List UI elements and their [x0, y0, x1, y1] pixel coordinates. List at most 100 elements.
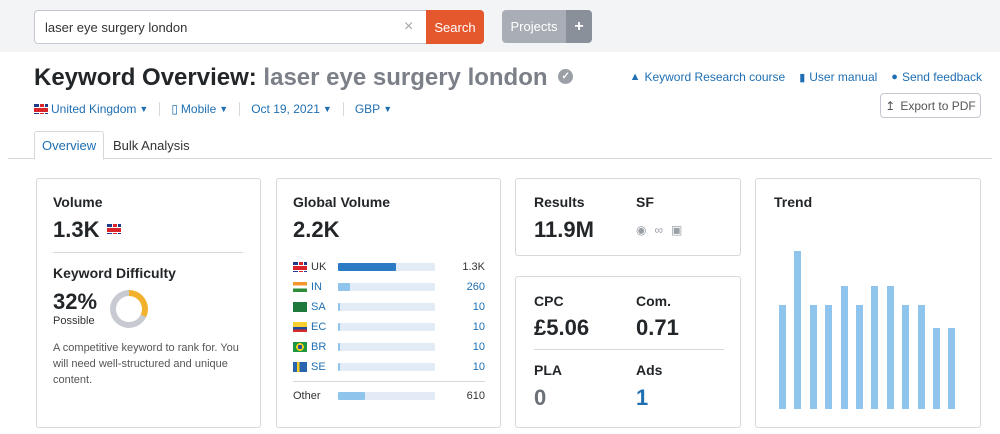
india-flag-icon — [293, 282, 307, 292]
volume-bar-fill — [338, 283, 350, 291]
volume-bar — [338, 343, 435, 351]
country-code[interactable]: IN — [311, 281, 322, 293]
country-code[interactable]: SE — [311, 361, 326, 373]
tab-bulk-analysis[interactable]: Bulk Analysis — [113, 137, 190, 153]
faq-icon[interactable]: ▣ — [671, 223, 683, 237]
keyword-research-course-link[interactable]: ▲ Keyword Research course — [630, 70, 786, 84]
country-volume[interactable]: 10 — [472, 341, 485, 353]
volume-bar — [338, 263, 435, 271]
ads-title: Ads — [636, 362, 663, 378]
country-volume[interactable]: 10 — [472, 301, 485, 313]
pla-value: 0 — [534, 385, 547, 410]
trend-bar — [856, 305, 863, 409]
cpc-title: CPC — [534, 293, 564, 309]
divider — [53, 252, 243, 253]
top-bar: × Search Projects + — [0, 0, 1000, 52]
country-code[interactable]: SA — [311, 301, 326, 313]
country-row-br[interactable]: BR 10 — [293, 340, 485, 354]
country-code: UK — [311, 261, 327, 273]
country-row-ec[interactable]: EC 10 — [293, 320, 485, 334]
export-icon: ↥ — [885, 98, 896, 113]
brazil-flag-icon — [293, 342, 307, 352]
country-row-sa[interactable]: SA 10 — [293, 300, 485, 314]
kd-desc-line: will need well-structured and unique — [53, 358, 228, 370]
global-volume-title: Global Volume — [293, 194, 390, 210]
ads-value[interactable]: 1 — [636, 385, 649, 410]
device-label[interactable]: Mobile — [180, 102, 217, 116]
header-links: ▲ Keyword Research course ▮ User manual … — [630, 70, 982, 84]
graduation-cap-icon: ▲ — [629, 71, 641, 83]
kd-desc-line: content. — [53, 374, 93, 386]
date-filter[interactable]: Oct 19, 2021 ▼ — [239, 102, 343, 116]
country-row-se[interactable]: SE 10 — [293, 360, 485, 374]
country-code[interactable]: BR — [311, 341, 327, 353]
tab-overview[interactable]: Overview — [34, 131, 105, 160]
volume-bar — [338, 303, 435, 311]
results-card: Results 11.9M SF ◉ ∞ ▣ — [515, 178, 741, 256]
sweden-flag-icon — [293, 362, 307, 372]
currency-filter[interactable]: GBP ▼ — [342, 102, 403, 116]
chevron-down-icon[interactable]: ▼ — [219, 104, 229, 114]
country-code[interactable]: EC — [311, 321, 327, 333]
other-volume: 610 — [466, 390, 485, 402]
add-project-button[interactable]: + — [566, 10, 592, 43]
cpc-value: £5.06 — [534, 315, 590, 340]
volume-value: 1.3K — [53, 217, 100, 242]
volume-bar-fill — [338, 323, 340, 331]
search-input[interactable] — [34, 10, 426, 44]
search-button[interactable]: Search — [426, 10, 484, 44]
uk-flag-icon — [34, 104, 48, 114]
chevron-down-icon[interactable]: ▼ — [383, 104, 393, 114]
chevron-down-icon[interactable]: ▼ — [322, 104, 332, 114]
projects-button[interactable]: Projects + — [502, 10, 592, 43]
currency-label[interactable]: GBP — [354, 102, 381, 116]
chat-bubble-icon: ● — [891, 71, 898, 83]
tab-bar: Overview Bulk Analysis — [8, 131, 992, 160]
volume-bar — [338, 283, 435, 291]
location-pin-icon[interactable]: ◉ — [636, 223, 647, 237]
chevron-down-icon[interactable]: ▼ — [139, 104, 149, 114]
country-volume[interactable]: 10 — [472, 321, 485, 333]
kd-description: A competitive keyword to rank for. You w… — [53, 340, 239, 388]
device-filter[interactable]: ▯ Mobile ▼ — [159, 102, 239, 116]
country-filter[interactable]: United Kingdom ▼ — [34, 102, 159, 116]
cpc-card: CPC £5.06 Com. 0.71 PLA 0 Ads 1 — [515, 276, 741, 428]
kd-value: 32% — [53, 289, 98, 314]
trend-bar — [809, 305, 817, 409]
link-label[interactable]: Send feedback — [901, 70, 982, 84]
search-bar: × Search — [34, 10, 484, 44]
date-label[interactable]: Oct 19, 2021 — [251, 102, 320, 116]
country-volume[interactable]: 10 — [472, 361, 485, 373]
uk-flag-icon — [107, 224, 121, 234]
trend-bar — [871, 286, 879, 409]
volume-bar — [338, 323, 435, 331]
link-label[interactable]: User manual — [809, 70, 878, 84]
sf-title: SF — [636, 194, 654, 210]
country-row-uk: UK 1.3K — [293, 260, 485, 274]
projects-label[interactable]: Projects — [502, 10, 566, 43]
clear-icon[interactable]: × — [404, 18, 414, 35]
user-manual-link[interactable]: ▮ User manual — [799, 70, 877, 84]
saudi-flag-icon — [293, 302, 307, 312]
trend-bar — [933, 328, 940, 409]
export-label: Export to PDF — [900, 98, 976, 113]
trend-bar — [886, 286, 894, 409]
global-volume-card: Global Volume 2.2K UK 1.3K IN 260 SA 10 … — [276, 178, 501, 428]
trend-bar — [825, 305, 833, 409]
send-feedback-link[interactable]: ● Send feedback — [891, 70, 982, 84]
link-icon[interactable]: ∞ — [654, 223, 664, 237]
country-row-other: Other 610 — [293, 389, 485, 403]
country-label[interactable]: United Kingdom — [51, 102, 137, 116]
results-value: 11.9M — [534, 217, 594, 242]
country-row-in[interactable]: IN 260 — [293, 280, 485, 294]
trend-bar — [840, 286, 848, 409]
country-volume[interactable]: 260 — [466, 281, 485, 293]
divider — [293, 381, 485, 382]
link-label[interactable]: Keyword Research course — [644, 70, 786, 84]
pla-title: PLA — [534, 362, 562, 378]
kd-label: Possible — [53, 315, 95, 327]
export-pdf-button[interactable]: ↥ Export to PDF — [880, 93, 981, 118]
volume-title: Volume — [53, 194, 103, 210]
kd-donut-chart — [110, 290, 148, 328]
trend-chart — [774, 231, 964, 409]
